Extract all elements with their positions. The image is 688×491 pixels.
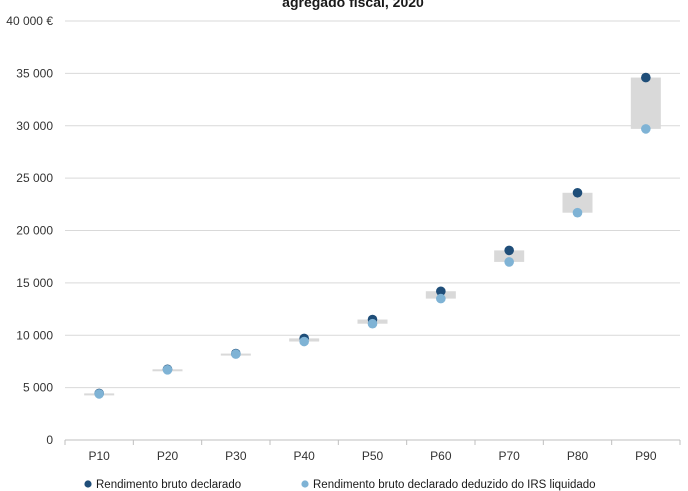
point-bruto: [504, 245, 514, 256]
point-deduzido: [231, 349, 241, 359]
point-bruto: [436, 286, 446, 297]
x-tick-label: P70: [498, 449, 520, 463]
point-layer: [94, 72, 651, 399]
point-deduzido: [94, 389, 104, 399]
y-tick-label: 20 000: [16, 224, 53, 238]
y-tick-label: 0: [46, 433, 53, 447]
y-tick-label: 25 000: [16, 171, 53, 185]
legend: Rendimento bruto declarado Rendimento bru…: [84, 479, 596, 491]
x-tick-label: P10: [88, 449, 110, 463]
point-deduzido: [162, 365, 173, 375]
x-tick-label: P30: [225, 449, 247, 463]
legend-marker: [84, 480, 92, 488]
point-deduzido: [504, 257, 514, 267]
x-tick-label: P60: [430, 449, 452, 463]
point-bruto: [572, 187, 583, 198]
point-deduzido: [641, 124, 651, 134]
y-tick-label: 35 000: [16, 66, 53, 80]
x-tick-label: P80: [567, 449, 589, 463]
x-tick-label: P50: [362, 449, 384, 463]
y-tick-label: 40 000 €: [6, 14, 53, 28]
range-band: [630, 77, 661, 129]
grid-layer: [65, 20, 680, 389]
legend-marker: [301, 480, 309, 488]
point-bruto: [641, 72, 651, 83]
point-deduzido: [436, 293, 446, 304]
x-tick-label: P40: [293, 449, 315, 463]
y-tick-label: 15 000: [16, 276, 53, 290]
range-band: [562, 192, 593, 213]
point-deduzido: [572, 207, 583, 218]
x-tick-label: P90: [635, 449, 657, 463]
axis-layer: 0 5 000 10 000 15 000 20 000 25 000 30 000 35 0…: [6, 14, 681, 463]
range-band: [494, 250, 525, 262]
legend-label: Rendimento bruto declarado deduzido do I…: [313, 479, 596, 491]
band-layer: [84, 77, 661, 396]
point-deduzido: [367, 318, 378, 329]
chart-title: agregado fiscal, 2020: [282, 0, 424, 10]
point-deduzido: [299, 336, 309, 347]
legend-label: Rendimento bruto declarado: [96, 479, 241, 491]
y-tick-label: 5 000: [23, 381, 53, 395]
x-tick-label: P20: [157, 449, 179, 463]
y-tick-label: 10 000: [16, 328, 53, 342]
y-tick-label: 30 000: [16, 119, 53, 133]
